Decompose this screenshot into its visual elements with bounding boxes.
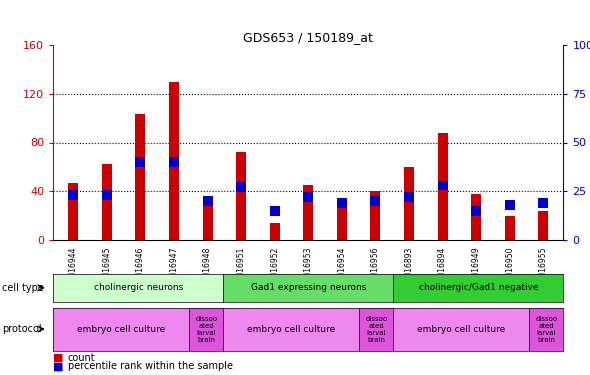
Bar: [135, 114, 145, 240]
Bar: [337, 198, 347, 208]
Bar: [504, 216, 514, 240]
Bar: [135, 157, 145, 167]
Bar: [270, 223, 280, 240]
Bar: [538, 198, 548, 208]
Bar: [404, 167, 414, 240]
Bar: [169, 157, 179, 167]
Text: embryo cell culture: embryo cell culture: [417, 324, 506, 334]
Bar: [236, 183, 246, 192]
Bar: [471, 206, 481, 216]
Bar: [438, 133, 448, 240]
Bar: [404, 192, 414, 202]
Text: cell type: cell type: [2, 283, 44, 293]
Bar: [68, 190, 78, 200]
Text: embryo cell culture: embryo cell culture: [77, 324, 165, 334]
Text: dissoo
ated
larval
brain: dissoo ated larval brain: [195, 316, 217, 343]
Bar: [371, 196, 381, 206]
Text: dissoo
ated
larval
brain: dissoo ated larval brain: [365, 316, 388, 343]
Bar: [236, 152, 246, 240]
Bar: [169, 82, 179, 240]
Title: GDS653 / 150189_at: GDS653 / 150189_at: [243, 31, 373, 44]
Text: protocol: protocol: [2, 324, 41, 334]
Bar: [371, 191, 381, 240]
Bar: [303, 185, 313, 240]
Bar: [303, 192, 313, 202]
Text: cholinergic/Gad1 negative: cholinergic/Gad1 negative: [418, 284, 538, 292]
Bar: [504, 200, 514, 210]
Bar: [438, 180, 448, 190]
Text: dissoo
ated
larval
brain: dissoo ated larval brain: [535, 316, 558, 343]
Text: percentile rank within the sample: percentile rank within the sample: [68, 361, 233, 371]
Bar: [102, 190, 112, 200]
Bar: [270, 206, 280, 216]
Text: ■: ■: [53, 353, 64, 363]
Text: count: count: [68, 353, 96, 363]
Text: Gad1 expressing neurons: Gad1 expressing neurons: [251, 284, 366, 292]
Bar: [337, 206, 347, 240]
Text: cholinergic neurons: cholinergic neurons: [94, 284, 183, 292]
Bar: [538, 211, 548, 240]
Bar: [68, 183, 78, 240]
Bar: [202, 196, 212, 206]
Bar: [202, 199, 212, 240]
Text: embryo cell culture: embryo cell culture: [247, 324, 335, 334]
Bar: [471, 194, 481, 240]
Text: ■: ■: [53, 361, 64, 371]
Bar: [102, 164, 112, 240]
